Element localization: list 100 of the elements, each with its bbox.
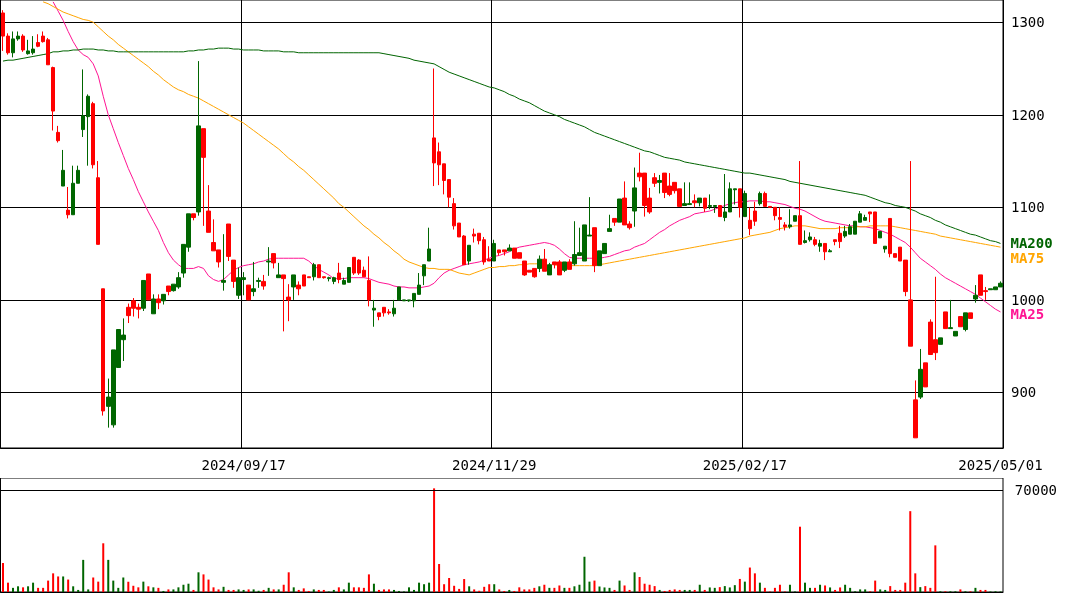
bar (82, 559, 85, 592)
candlestick (266, 246, 271, 277)
candlestick (908, 160, 913, 347)
bar (598, 586, 601, 592)
bar (37, 587, 40, 592)
candlestick (923, 362, 928, 388)
bar (423, 584, 426, 592)
bar (924, 586, 927, 592)
bar (703, 589, 706, 592)
bar (658, 589, 661, 592)
bar (107, 559, 110, 592)
candlestick (938, 337, 943, 345)
candlestick (251, 261, 256, 297)
bar (668, 589, 671, 592)
candlestick (612, 217, 617, 227)
bar (202, 574, 205, 592)
candlestick (562, 261, 567, 273)
bar (618, 580, 621, 592)
bar (693, 589, 696, 592)
bar (167, 589, 170, 592)
bar (974, 587, 977, 592)
candlestick (146, 273, 151, 301)
bar (408, 587, 411, 592)
bar (347, 582, 350, 592)
bar (438, 564, 441, 592)
y-tick-label: 900 (1011, 384, 1037, 401)
series-label: MA200 (1010, 235, 1053, 252)
candlestick (96, 160, 100, 245)
candlestick (783, 221, 787, 231)
bar (177, 587, 180, 592)
candlestick (778, 206, 782, 231)
bar (102, 543, 105, 592)
bar (137, 587, 140, 592)
candlestick (196, 60, 201, 217)
bar (112, 580, 115, 592)
bar (643, 583, 646, 592)
bar (377, 589, 380, 592)
candlestick (758, 191, 762, 206)
candlestick (547, 262, 552, 276)
candlestick (36, 33, 40, 48)
candlestick (191, 213, 196, 221)
bar (227, 589, 230, 592)
bar (839, 587, 842, 592)
candlestick (337, 262, 341, 284)
bar (929, 587, 932, 592)
bar (317, 589, 320, 592)
bar (613, 589, 616, 592)
bar (52, 573, 55, 592)
candlestick (281, 274, 286, 332)
bar (753, 573, 756, 592)
candlestick (61, 149, 65, 187)
bar (453, 585, 456, 592)
candlestick (151, 293, 156, 315)
bar (849, 587, 852, 592)
bar (778, 584, 781, 592)
bar (197, 572, 200, 592)
candlestick (507, 243, 512, 252)
bar (959, 589, 962, 592)
bar (713, 587, 716, 592)
bar (538, 586, 541, 592)
bar (287, 572, 290, 592)
bar (47, 580, 50, 592)
bar (357, 587, 360, 592)
bar (237, 589, 240, 592)
candlestick (883, 245, 887, 254)
bar (413, 589, 416, 592)
bar (528, 589, 531, 592)
candlestick (542, 248, 547, 272)
x-tick-label: 2025/05/01 (958, 457, 1043, 473)
bar (322, 589, 325, 592)
candlestick (161, 293, 166, 306)
bar (192, 589, 195, 592)
bar (638, 576, 641, 592)
bar (603, 587, 606, 592)
bar (508, 589, 511, 592)
bar (553, 587, 556, 592)
candlestick (286, 283, 291, 322)
bar (217, 589, 220, 592)
text: 70000 (1014, 482, 1058, 499)
bar (97, 581, 100, 592)
candlestick (567, 258, 572, 270)
bar (32, 582, 35, 592)
bar (673, 589, 676, 592)
candlestick (743, 190, 747, 218)
bar (152, 587, 155, 592)
bar (57, 576, 60, 592)
candlestick (367, 255, 371, 307)
candlestick (823, 242, 827, 261)
bar (628, 589, 631, 592)
bar (728, 587, 731, 592)
bar (458, 588, 461, 592)
candlestick (166, 285, 171, 296)
bar (498, 589, 501, 592)
bar (583, 556, 586, 592)
bar (443, 584, 446, 592)
bar (984, 589, 987, 592)
bar (874, 580, 877, 592)
bar (884, 589, 887, 592)
bar (578, 584, 581, 592)
x-tick-label: 2025/02/17 (702, 457, 787, 473)
